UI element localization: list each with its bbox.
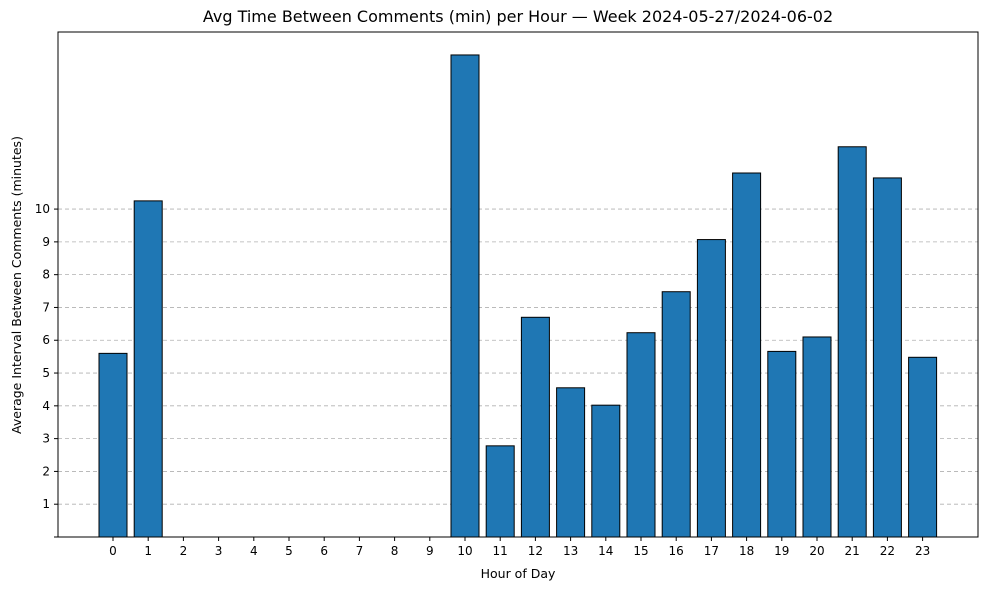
x-axis: 0 1 2 3 4 5 6 7 8 9 10 11 12 13 14 15 16 17 18 19 20 21 22 23 [109, 537, 930, 558]
y-tick-label: 10 [35, 202, 50, 216]
x-tick-label: 7 [356, 544, 364, 558]
y-tick-label: 4 [42, 399, 50, 413]
x-tick-label: 10 [457, 544, 472, 558]
y-tick-label: 1 [42, 497, 50, 511]
bar-hour-12 [520, 316, 550, 538]
bar-hour-21 [837, 146, 867, 538]
x-tick-label: 21 [845, 544, 860, 558]
x-tick-label: 3 [215, 544, 223, 558]
x-tick-label: 2 [180, 544, 188, 558]
plot-frame [57, 31, 979, 538]
y-axis: 1 2 3 4 5 6 7 8 9 10 [35, 202, 58, 538]
bar-hour-17 [696, 239, 726, 538]
x-tick-label: 13 [563, 544, 578, 558]
x-tick-label: 23 [915, 544, 930, 558]
y-tick-label: 5 [42, 366, 50, 380]
bar-hour-10 [450, 54, 480, 538]
bar-hour-23 [908, 356, 938, 538]
x-tick-label: 5 [285, 544, 293, 558]
chart-title: Avg Time Between Comments (min) per Hour… [203, 7, 833, 26]
bar-hour-11 [485, 445, 515, 538]
y-axis-label: Average Interval Between Comments (minut… [9, 136, 24, 434]
x-tick-label: 4 [250, 544, 258, 558]
x-tick-label: 17 [704, 544, 719, 558]
bar-hour-1 [133, 200, 163, 538]
y-tick-label: 6 [42, 333, 50, 347]
x-tick-label: 14 [598, 544, 613, 558]
bar-hour-19 [767, 350, 797, 538]
bar-hour-14 [591, 404, 621, 538]
x-tick-label: 1 [144, 544, 152, 558]
x-tick-label: 8 [391, 544, 399, 558]
bars-layer [98, 54, 938, 538]
bar-hour-20 [802, 336, 832, 538]
y-tick-label: 9 [42, 235, 50, 249]
x-tick-label: 6 [320, 544, 328, 558]
x-tick-label: 16 [669, 544, 684, 558]
bar-hour-13 [556, 387, 586, 538]
y-tick-label: 7 [42, 300, 50, 314]
x-axis-label: Hour of Day [481, 566, 556, 581]
bar-hour-15 [626, 332, 656, 538]
y-tick-label: 8 [42, 268, 50, 282]
x-tick-label: 12 [528, 544, 543, 558]
bar-hour-22 [872, 177, 902, 538]
bar-hour-0 [98, 352, 128, 538]
y-tick-label: 2 [42, 464, 50, 478]
x-tick-label: 20 [809, 544, 824, 558]
x-tick-label: 11 [493, 544, 508, 558]
x-tick-label: 9 [426, 544, 434, 558]
bar-hour-16 [661, 291, 691, 538]
x-tick-label: 0 [109, 544, 117, 558]
x-tick-label: 15 [633, 544, 648, 558]
x-tick-label: 19 [774, 544, 789, 558]
x-tick-label: 18 [739, 544, 754, 558]
x-tick-label: 22 [880, 544, 895, 558]
y-tick-label: 3 [42, 432, 50, 446]
bar-hour-18 [732, 172, 762, 538]
